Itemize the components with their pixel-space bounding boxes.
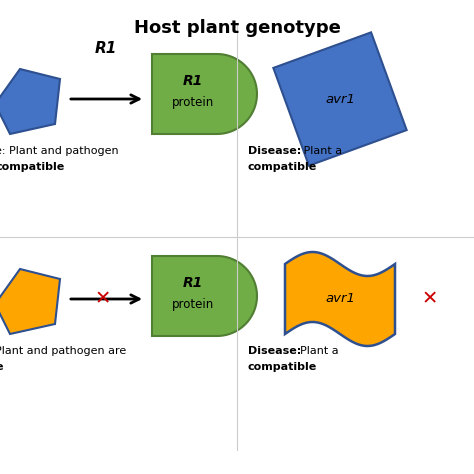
Polygon shape bbox=[273, 32, 407, 165]
Text: e: e bbox=[0, 362, 2, 372]
Text: R1: R1 bbox=[95, 41, 118, 56]
Polygon shape bbox=[152, 256, 257, 336]
Polygon shape bbox=[0, 69, 60, 134]
Polygon shape bbox=[285, 252, 395, 346]
Text: Host plant genotype: Host plant genotype bbox=[134, 19, 340, 37]
Text: Plant and pathogen are: Plant and pathogen are bbox=[0, 346, 126, 356]
Text: e: Plant and pathogen: e: Plant and pathogen bbox=[0, 146, 118, 156]
Text: compatible: compatible bbox=[248, 162, 317, 172]
Text: protein: protein bbox=[172, 96, 214, 109]
Text: Disease:: Disease: bbox=[248, 346, 301, 356]
Text: compatible: compatible bbox=[248, 362, 317, 372]
Text: Plant a: Plant a bbox=[300, 146, 342, 156]
Text: ✕: ✕ bbox=[95, 290, 111, 309]
Polygon shape bbox=[152, 54, 257, 134]
Text: compatible: compatible bbox=[0, 162, 64, 172]
Text: protein: protein bbox=[172, 298, 214, 311]
Text: Disease:: Disease: bbox=[248, 146, 301, 156]
Text: avr1: avr1 bbox=[325, 92, 355, 106]
Text: avr1: avr1 bbox=[325, 292, 355, 306]
Text: Plant a: Plant a bbox=[300, 346, 338, 356]
Text: ✕: ✕ bbox=[422, 290, 438, 309]
Polygon shape bbox=[0, 269, 60, 334]
Text: R1: R1 bbox=[183, 74, 203, 88]
Text: R1: R1 bbox=[183, 276, 203, 290]
